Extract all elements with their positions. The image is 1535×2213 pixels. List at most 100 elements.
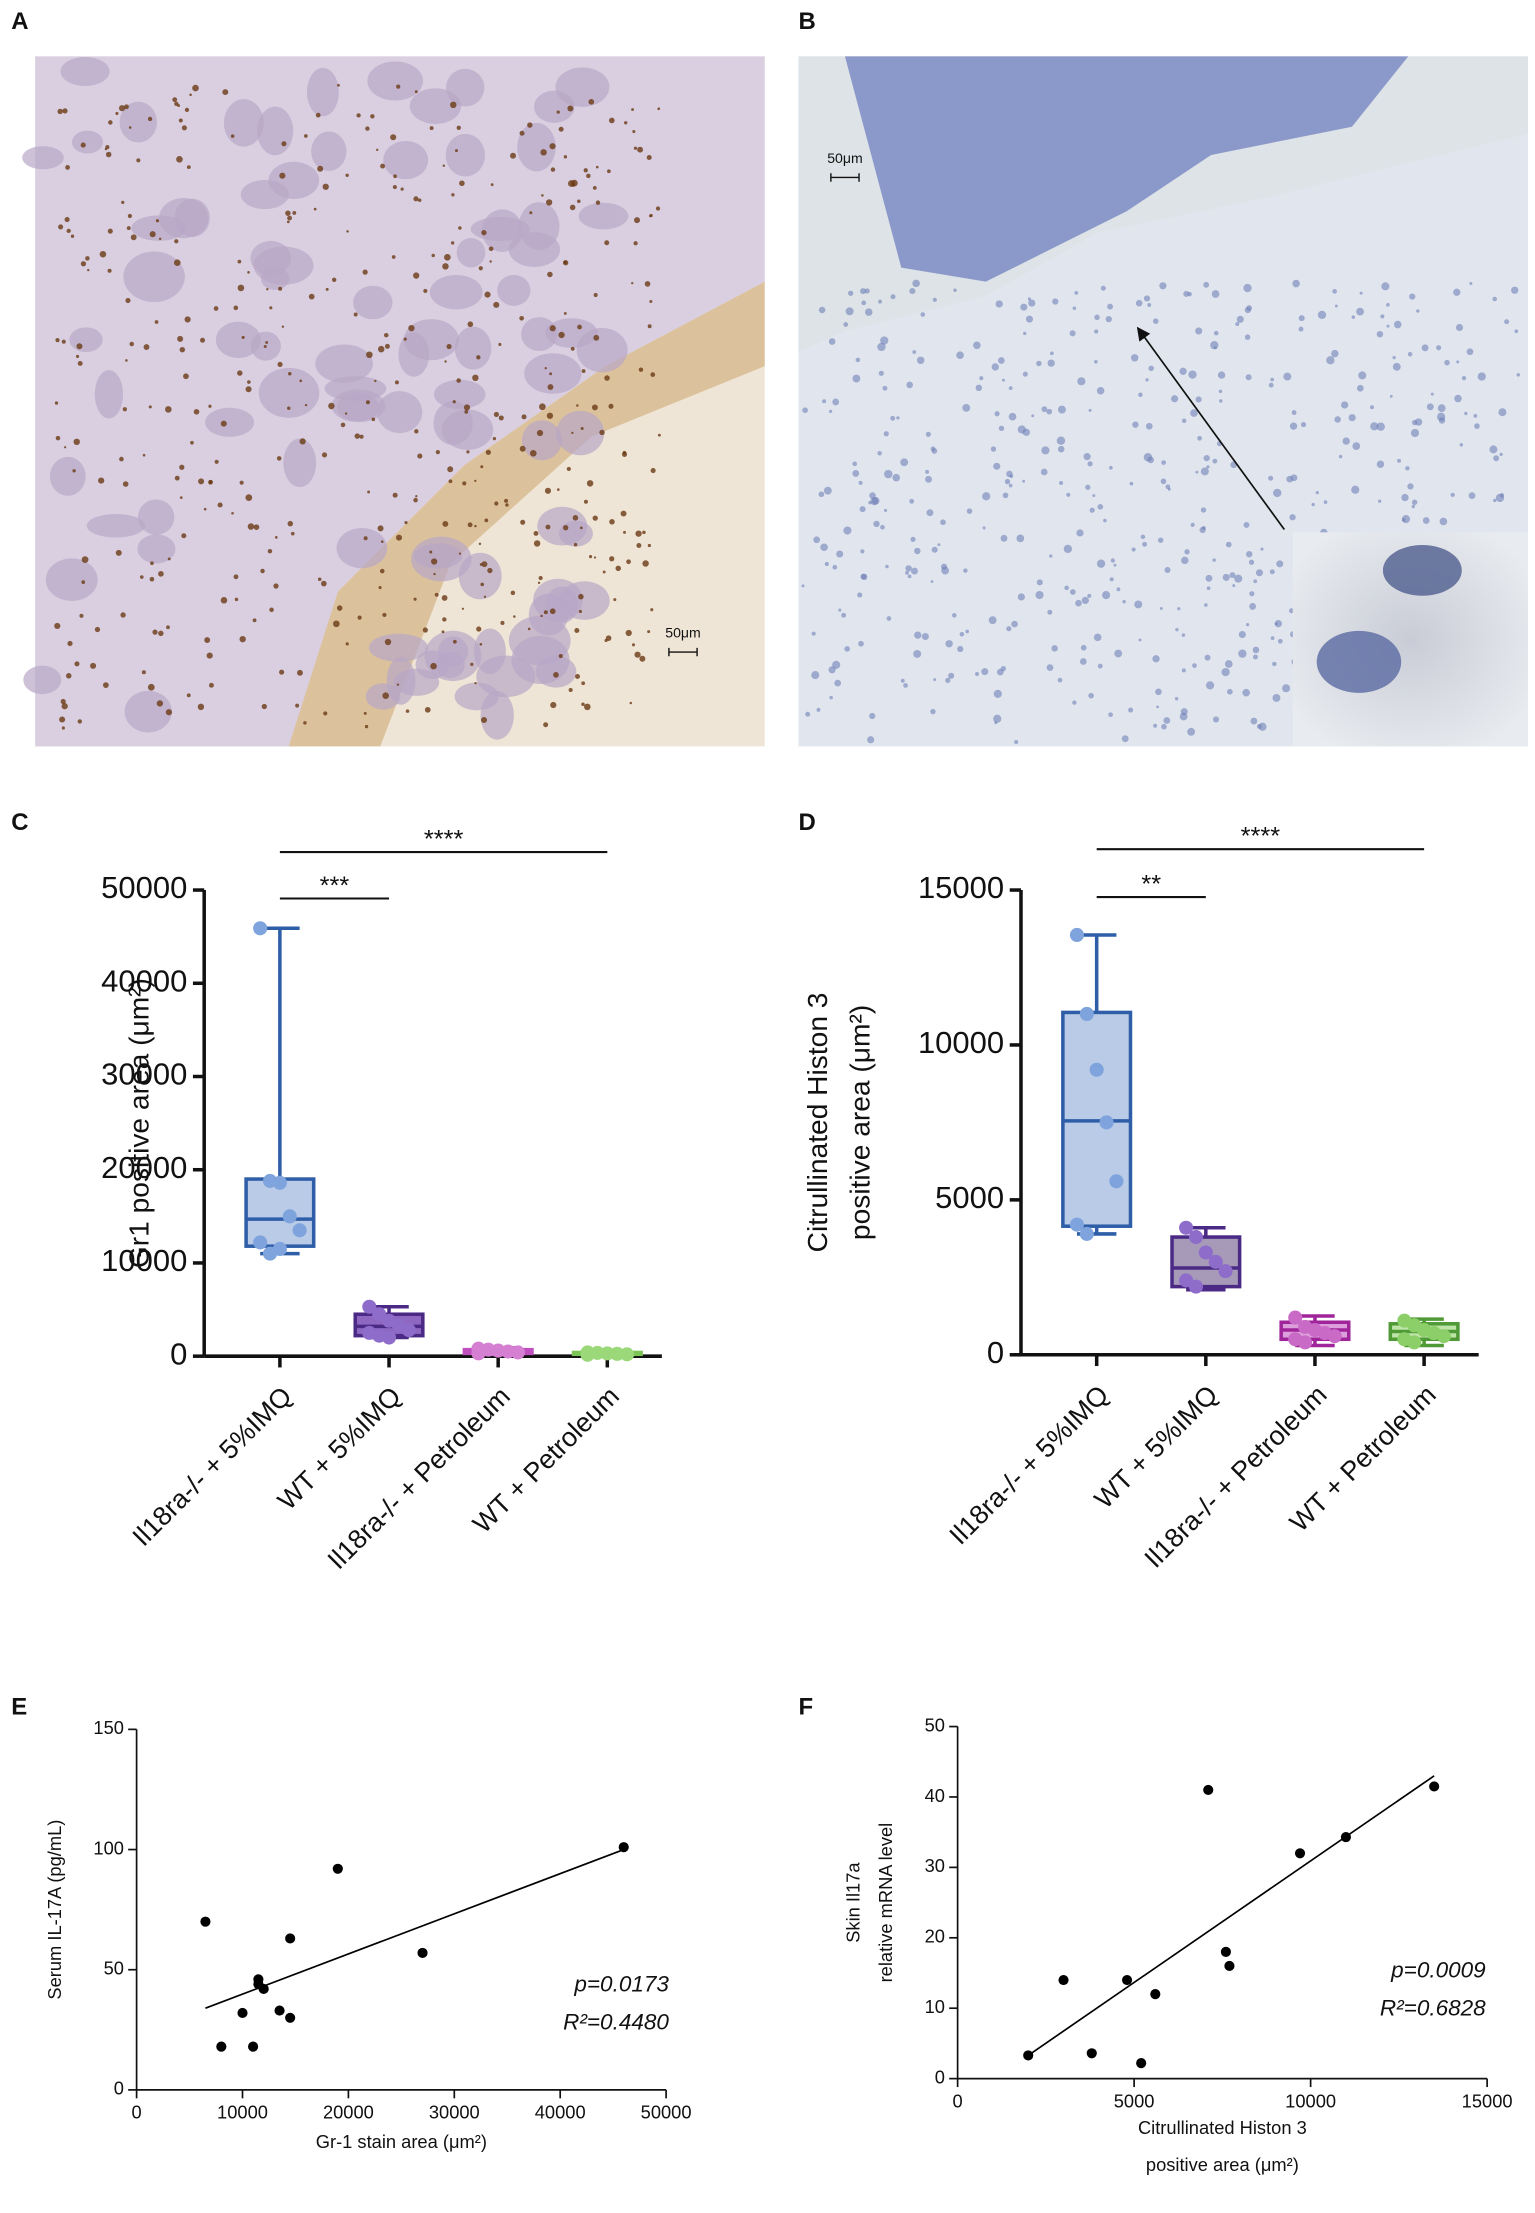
stain-dot — [261, 703, 267, 710]
stain-dot — [444, 253, 451, 261]
nucleus — [896, 416, 900, 420]
stain-dot — [408, 324, 415, 332]
nucleus — [1160, 478, 1167, 485]
stain-dot — [547, 384, 554, 390]
data-point — [1089, 1062, 1104, 1077]
stain-dot — [393, 174, 397, 179]
gland — [23, 665, 62, 695]
stain-dot — [584, 703, 591, 711]
nucleus — [1057, 405, 1066, 414]
stain-dot — [484, 291, 491, 298]
nucleus — [1212, 716, 1220, 723]
stain-dot — [179, 346, 186, 353]
stain-dot — [403, 337, 407, 341]
stain-dot — [181, 533, 187, 539]
stain-dot — [636, 542, 642, 548]
stain-dot — [452, 639, 457, 644]
nucleus — [988, 616, 997, 625]
stain-dot — [322, 183, 329, 190]
stain-dot — [99, 250, 107, 258]
stain-dot — [122, 481, 129, 487]
stain-dot — [304, 403, 308, 407]
stain-dot — [124, 104, 129, 110]
stain-dot — [379, 568, 385, 574]
stain-dot — [536, 429, 544, 437]
stain-dot — [127, 213, 133, 219]
stain-dot — [206, 652, 213, 659]
stain-dot — [405, 709, 410, 713]
nucleus — [1436, 345, 1442, 351]
data-point — [1069, 1217, 1085, 1232]
nucleus — [975, 672, 979, 676]
stain-dot — [595, 165, 599, 169]
nucleus — [1411, 504, 1416, 509]
stain-dot — [158, 571, 164, 577]
stain-dot — [547, 271, 553, 278]
data-point — [1121, 1974, 1133, 1986]
nucleus — [869, 712, 876, 720]
nucleus — [828, 409, 833, 414]
nucleus — [852, 461, 858, 467]
nucleus — [965, 629, 970, 634]
gland — [470, 216, 530, 241]
nucleus — [973, 341, 981, 350]
nucleus — [1499, 493, 1505, 498]
y-tick-label: 30 — [925, 1855, 945, 1876]
y-tick-label: 20000 — [101, 1150, 187, 1185]
nucleus — [1174, 696, 1179, 701]
gland — [283, 438, 317, 488]
nucleus — [1200, 467, 1209, 476]
nucleus — [1190, 409, 1198, 417]
annotation: R²=0.4480 — [563, 2010, 669, 2035]
nucleus — [1516, 373, 1520, 377]
data-point — [248, 2041, 259, 2052]
stain-dot — [189, 93, 192, 97]
nucleus — [1069, 330, 1076, 337]
stain-dot — [581, 681, 586, 686]
stain-dot — [577, 199, 581, 204]
nucleus — [1311, 502, 1315, 507]
nucleus — [1161, 460, 1167, 465]
y-tick-label: 0 — [114, 2078, 124, 2099]
nucleus — [1317, 310, 1327, 320]
y-tick-label: 0 — [935, 2066, 945, 2087]
nucleus — [1011, 620, 1018, 628]
nucleus — [1272, 694, 1281, 702]
nucleus — [1514, 329, 1519, 334]
stain-dot — [115, 111, 119, 115]
nucleus — [820, 543, 828, 552]
nucleus — [1468, 492, 1476, 500]
nucleus — [1331, 349, 1339, 358]
nucleus — [1152, 655, 1160, 663]
stain-dot — [214, 459, 219, 464]
nucleus — [1356, 384, 1364, 392]
stain-dot — [586, 173, 591, 179]
nucleus — [1107, 303, 1114, 310]
scale-bar — [668, 647, 698, 657]
nucleus — [903, 683, 908, 688]
stain-dot — [566, 466, 571, 472]
stain-dot — [602, 570, 606, 574]
stain-dot — [479, 642, 483, 646]
stain-dot — [592, 515, 598, 521]
stain-dot — [540, 614, 543, 618]
gland — [429, 274, 483, 310]
nucleus — [1028, 299, 1036, 307]
nucleus — [813, 536, 821, 544]
stain-dot — [378, 586, 382, 590]
dark-layer — [844, 56, 1409, 282]
stain-dot — [345, 642, 349, 646]
stain-dot — [120, 612, 126, 618]
stain-dot — [365, 126, 370, 131]
data-point — [285, 2012, 296, 2023]
stain-dot — [165, 406, 172, 413]
nucleus — [1036, 360, 1042, 367]
stain-dot — [567, 105, 574, 112]
nucleus — [1407, 483, 1414, 490]
stain-dot — [529, 449, 537, 457]
nucleus — [1050, 351, 1054, 356]
stain-dot — [442, 263, 449, 270]
stain-dot — [519, 445, 526, 452]
nucleus — [868, 500, 872, 505]
